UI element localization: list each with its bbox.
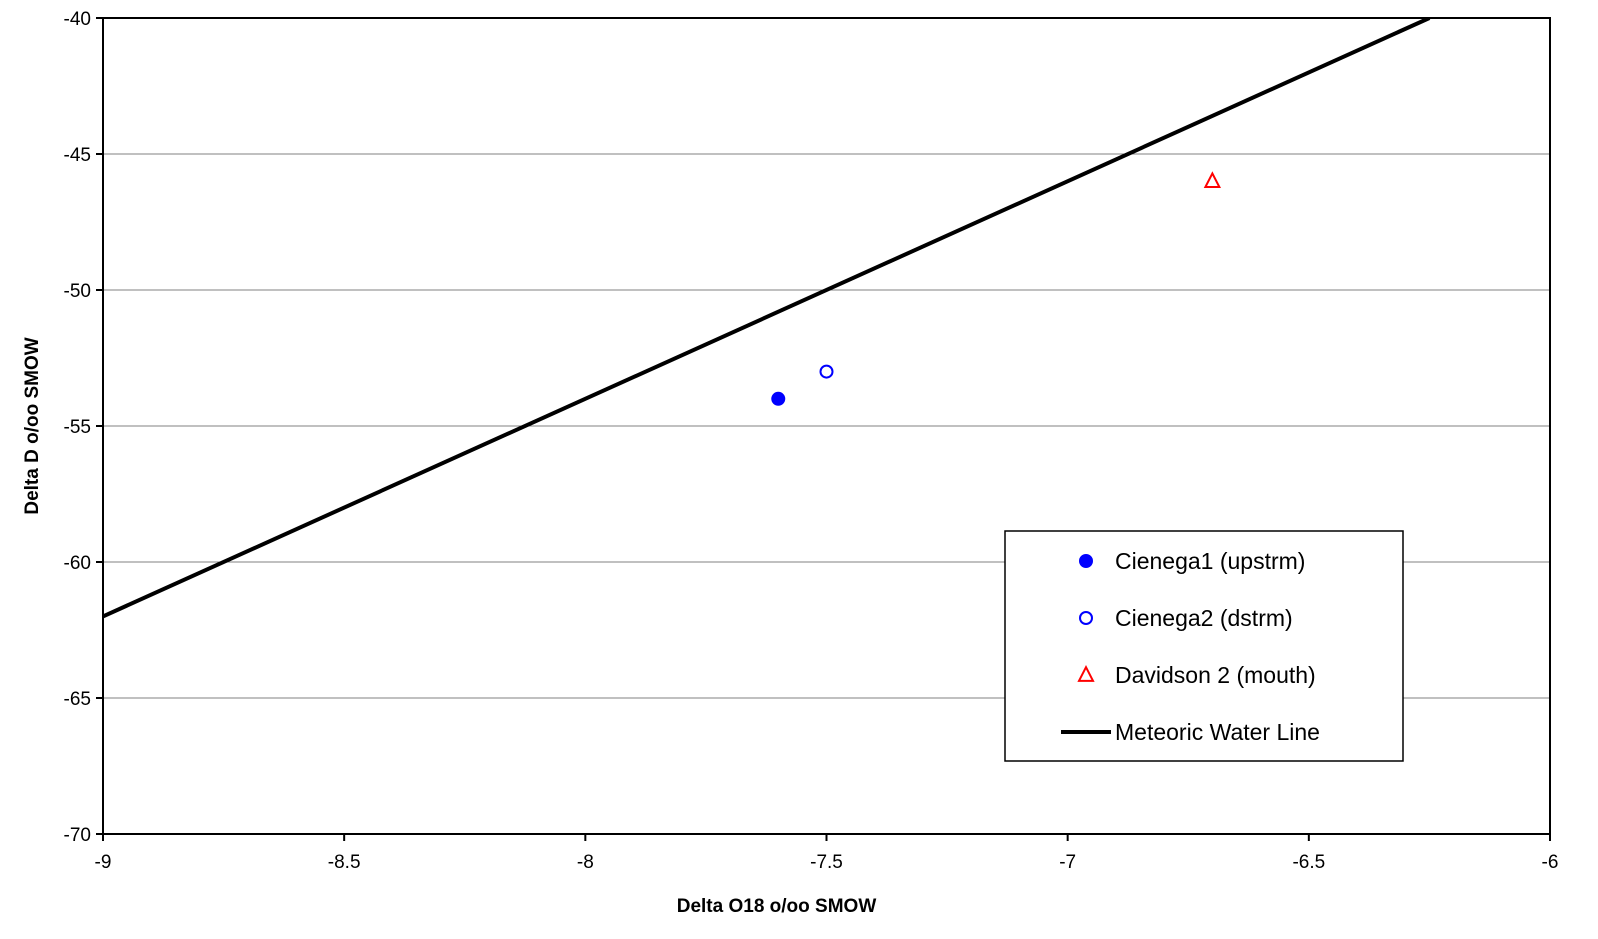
y-tick-label: -40 — [64, 9, 91, 30]
x-tick-label: -7 — [1059, 852, 1076, 873]
y-tick-label: -55 — [64, 417, 91, 438]
y-tick-label: -60 — [64, 553, 91, 574]
x-axis-title: Delta O18 o/oo SMOW — [677, 896, 877, 917]
series-layer — [103, 18, 1431, 619]
legend: Cienega1 (upstrm) Cienega2 (dstrm) Davidso… — [1004, 530, 1404, 762]
y-tick-label: -50 — [64, 281, 91, 302]
series-group — [1203, 171, 1222, 189]
legend-box — [1004, 530, 1404, 762]
legend-label: Meteoric Water Line — [1115, 719, 1320, 745]
meteoric-water-line — [103, 18, 1431, 619]
axes: -70 -65 -60 -55 -50 -45 -40 -9 -8.5 -8 -7.5 -7 -6.5 -… — [22, 9, 1558, 917]
y-axis-title: Delta D o/oo SMOW — [22, 337, 43, 514]
x-tick-label: -6.5 — [1292, 852, 1325, 873]
y-tick-label: -70 — [64, 825, 91, 846]
legend-marker — [1079, 611, 1093, 625]
data-point — [1203, 171, 1222, 189]
legend-label: Davidson 2 (mouth) — [1115, 662, 1316, 688]
y-tick-label: -45 — [64, 145, 91, 166]
legend-marker — [1077, 665, 1095, 682]
series-group — [819, 364, 834, 379]
legend-label: Cienega1 (upstrm) — [1115, 548, 1305, 574]
legend-marker — [1079, 554, 1093, 568]
legend-label: Cienega2 (dstrm) — [1115, 605, 1293, 631]
x-tick-label: -9 — [95, 852, 112, 873]
data-point — [819, 364, 834, 379]
data-point — [771, 391, 786, 406]
x-tick-label: -8.5 — [328, 852, 361, 873]
x-tick-label: -7.5 — [810, 852, 843, 873]
y-tick-label: -65 — [64, 689, 91, 710]
series-group — [771, 391, 786, 406]
x-tick-label: -8 — [577, 852, 594, 873]
x-tick-label: -6 — [1542, 852, 1559, 873]
series-group — [103, 18, 1431, 619]
